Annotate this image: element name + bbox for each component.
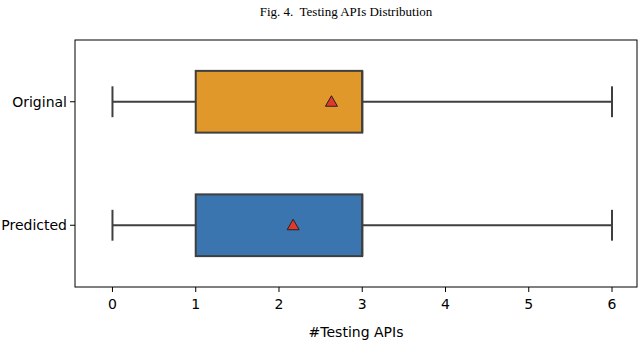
x-tick-label: 6 — [608, 296, 617, 312]
mean-marker — [287, 219, 299, 230]
box — [196, 194, 363, 256]
x-tick-label: 5 — [524, 296, 533, 312]
x-tick-label: 0 — [108, 296, 117, 312]
x-tick-label: 2 — [275, 296, 284, 312]
x-tick — [112, 287, 113, 292]
x-tick-label: 1 — [191, 296, 200, 312]
median-line — [361, 71, 363, 133]
x-tick — [278, 287, 279, 292]
whisker-cap — [111, 86, 113, 117]
x-tick — [362, 287, 363, 292]
whisker — [112, 101, 195, 103]
x-tick-label: 4 — [441, 296, 450, 312]
frame — [75, 40, 637, 287]
y-tick-label: Predicted — [1, 217, 67, 233]
x-axis-label: #Testing APIs — [309, 324, 404, 340]
whisker — [112, 224, 195, 226]
y-tick — [70, 101, 75, 102]
x-tick — [612, 287, 613, 292]
x-tick-label: 3 — [358, 296, 367, 312]
box — [196, 71, 363, 133]
x-tick — [528, 287, 529, 292]
y-tick-label: Original — [12, 94, 67, 110]
title: Fig. 4. Testing APIs Distribution — [260, 4, 433, 19]
chart: Fig. 4. Testing APIs Distribution Origina… — [0, 0, 640, 346]
median-line — [361, 194, 363, 256]
whisker-cap — [611, 86, 613, 117]
y-tick — [70, 225, 75, 226]
x-tick — [195, 287, 196, 292]
mean-marker — [325, 96, 337, 107]
whisker — [362, 101, 612, 103]
whisker-cap — [111, 210, 113, 241]
plot-area — [112, 71, 612, 256]
whisker — [362, 224, 612, 226]
x-tick — [445, 287, 446, 292]
whisker-cap — [611, 210, 613, 241]
